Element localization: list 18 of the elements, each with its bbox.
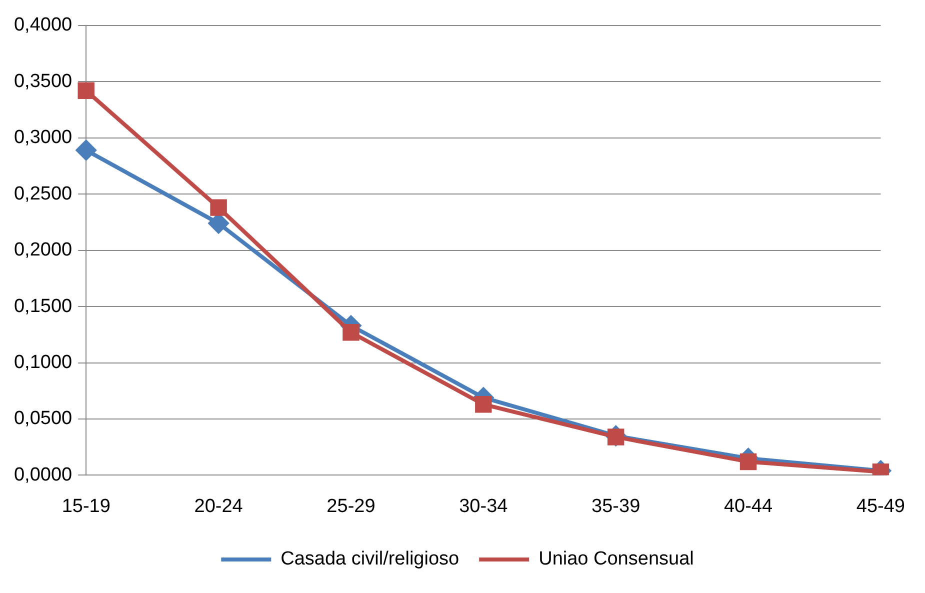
y-tick-label: 0,3000 bbox=[14, 127, 72, 148]
y-tick-label: 0,3500 bbox=[14, 70, 72, 92]
x-tick-label: 35-39 bbox=[592, 496, 640, 517]
y-tick-label: 0,1000 bbox=[14, 352, 72, 373]
y-tick-label: 0,2000 bbox=[14, 240, 72, 261]
y-tick-label: 0,2500 bbox=[14, 183, 72, 204]
x-tick-label: 25-29 bbox=[326, 496, 376, 517]
legend-label: Uniao Consensual bbox=[538, 548, 694, 570]
y-tick-label: 0,0500 bbox=[14, 408, 72, 430]
x-tick-label: 15-19 bbox=[62, 496, 110, 517]
x-tick-label: 20-24 bbox=[194, 496, 244, 517]
x-tick-label: 40-44 bbox=[724, 496, 773, 517]
y-tick-label: 0,1500 bbox=[14, 296, 72, 317]
x-tick-label: 30-34 bbox=[459, 496, 508, 517]
y-tick-label: 0,0000 bbox=[14, 464, 72, 486]
legend-label: Casada civil/religioso bbox=[280, 548, 460, 570]
x-tick-label: 45-49 bbox=[856, 496, 906, 517]
y-tick-label: 0,4000 bbox=[14, 14, 72, 36]
